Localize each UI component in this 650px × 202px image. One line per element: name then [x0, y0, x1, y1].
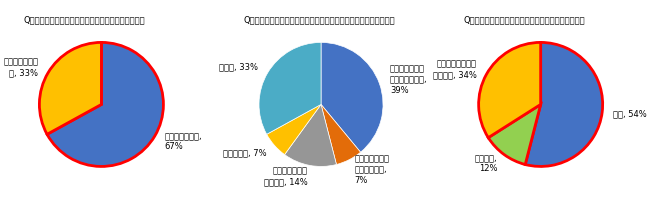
Text: 上記すべて, 7%: 上記すべて, 7%	[222, 148, 266, 157]
Wedge shape	[266, 104, 321, 155]
Text: わからない・試し
ていない, 34%: わからない・試し ていない, 34%	[433, 59, 476, 79]
Text: 思い入れのある
品だから, 14%: 思い入れのある 品だから, 14%	[263, 167, 307, 186]
Wedge shape	[478, 42, 541, 138]
Text: まだ持っている,
67%: まだ持っている, 67%	[164, 132, 202, 151]
Text: 入る, 54%: 入る, 54%	[613, 109, 647, 118]
Wedge shape	[285, 104, 337, 166]
Wedge shape	[259, 42, 321, 134]
Wedge shape	[47, 42, 163, 166]
Text: Q）むかし使っていた携帯電話を今もお持ちですか？: Q）むかし使っていた携帯電話を今もお持ちですか？	[24, 16, 146, 25]
Text: 写真やメールが
残っているから,
39%: 写真やメールが 残っているから, 39%	[390, 65, 428, 95]
Wedge shape	[525, 42, 603, 166]
Text: Q）むかし使っていた携帯電話をまだ持っている理由は何ですか？: Q）むかし使っていた携帯電話をまだ持っている理由は何ですか？	[244, 16, 395, 25]
Text: Q）むかし使っていた携帯電話は電源が入りますか？: Q）むかし使っていた携帯電話は電源が入りますか？	[463, 16, 585, 25]
Text: その他, 33%: その他, 33%	[219, 63, 258, 72]
Wedge shape	[40, 42, 101, 134]
Text: 入らない,
12%: 入らない, 12%	[475, 154, 498, 173]
Wedge shape	[321, 104, 361, 164]
Wedge shape	[488, 104, 541, 164]
Text: 携帯のデザイン
が好きだから,
7%: 携帯のデザイン が好きだから, 7%	[354, 155, 389, 185]
Text: もう持っていな
い, 33%: もう持っていな い, 33%	[3, 58, 38, 77]
Wedge shape	[321, 42, 383, 152]
